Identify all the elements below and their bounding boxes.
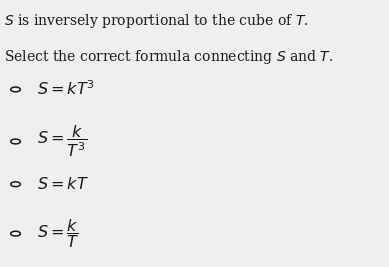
Text: $S$ is inversely proportional to the cube of $T$.: $S$ is inversely proportional to the cub… <box>4 12 308 30</box>
Text: $S = kT$: $S = kT$ <box>37 176 89 193</box>
Text: Select the correct formula connecting $S$ and $T$.: Select the correct formula connecting $S… <box>4 48 333 66</box>
Text: $S = \dfrac{k}{T^3}$: $S = \dfrac{k}{T^3}$ <box>37 124 87 159</box>
Text: $S = \dfrac{k}{T}$: $S = \dfrac{k}{T}$ <box>37 217 80 250</box>
Text: $S = kT^3$: $S = kT^3$ <box>37 80 95 99</box>
